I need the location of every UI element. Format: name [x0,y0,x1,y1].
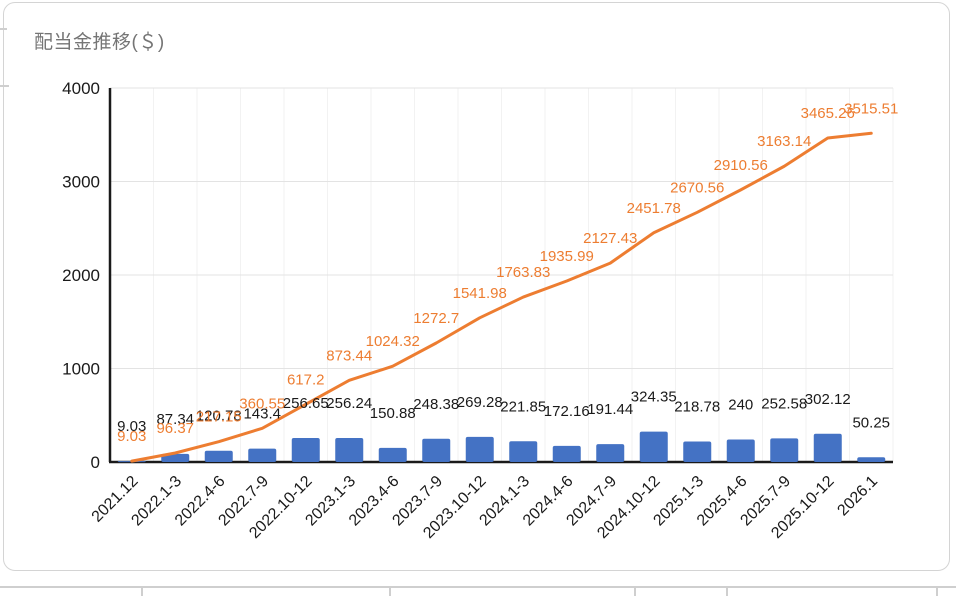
bar [204,450,233,462]
bar-value-label: 302.12 [805,391,851,408]
bar-value-label: 191.44 [587,401,633,418]
bar [639,431,668,462]
bar-value-label: 240 [728,397,753,414]
bar [770,438,799,462]
bar-value-label: 324.35 [631,389,677,406]
bar [683,441,712,462]
bar [857,457,886,462]
y-tick-label: 0 [91,453,100,472]
bar [248,448,277,462]
bar-value-label: 218.78 [674,399,720,416]
bar-value-label: 256.65 [283,395,329,412]
bar-value-label: 120.78 [196,408,242,425]
bar [291,438,320,462]
bar [596,444,625,462]
bar-value-label: 269.28 [457,394,503,411]
bar-value-label: 87.34 [156,411,194,428]
bar-value-label: 256.24 [326,395,372,412]
cumulative-value-label: 873.44 [326,347,372,364]
bar-value-label: 150.88 [370,405,416,422]
bar-value-label: 172.16 [544,403,590,420]
bar [726,439,755,462]
cumulative-value-label: 2910.56 [714,157,768,174]
left-edge-tick [0,28,7,30]
cumulative-line [130,131,873,463]
bar [509,441,538,462]
bar [552,445,581,462]
bar [465,436,494,462]
y-tick-label: 1000 [62,360,100,379]
bar [335,438,364,462]
cumulative-value-label: 96.37 [156,420,194,437]
bar-value-label: 9.03 [117,418,146,435]
cumulative-value-label: 3515.51 [844,100,898,117]
cumulative-value-label: 1763.83 [496,264,550,281]
chart-card: 配当金推移(＄) [3,2,950,571]
cumulative-value-label: 360.55 [239,395,285,412]
bar-value-label: 50.25 [852,414,890,431]
cumulative-value-label: 1272.7 [413,310,459,327]
cumulative-value-label: 1024.32 [366,333,420,350]
bar [813,433,842,462]
bar [161,453,190,462]
bar-value-label: 143.4 [243,406,281,423]
cumulative-value-label: 1541.98 [453,285,507,302]
cumulative-value-label: 2670.56 [670,179,724,196]
next-card-top-border [0,586,956,588]
cumulative-value-label: 1935.99 [540,248,594,265]
cumulative-value-label: 617.2 [287,371,325,388]
cumulative-value-label: 2127.43 [583,230,637,247]
bar [378,447,407,462]
x-tick-label: 2026.1 [834,473,881,520]
bar-value-label: 248.38 [413,396,459,413]
cumulative-value-label: 3163.14 [757,133,811,150]
chart-title: 配当金推移(＄) [34,32,165,53]
cumulative-value-label: 2451.78 [627,200,681,217]
bar [422,438,451,462]
y-tick-label: 3000 [62,173,100,192]
bar-value-label: 252.58 [761,395,807,412]
cumulative-value-label: 3465.26 [801,105,855,122]
cumulative-value-label: 9.03 [117,428,146,445]
bar-value-label: 221.85 [500,398,546,415]
cumulative-value-label: 217.15 [196,409,242,426]
left-edge-tick [0,85,9,87]
y-tick-label: 2000 [62,266,100,285]
y-tick-label: 4000 [62,79,100,98]
